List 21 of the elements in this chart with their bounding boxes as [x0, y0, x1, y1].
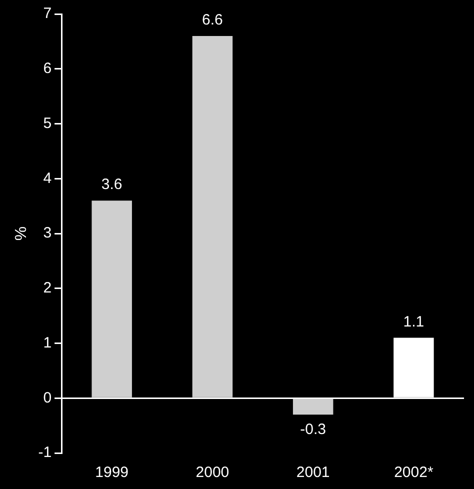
y-tick-label: 5: [43, 114, 52, 132]
bar: [92, 200, 132, 398]
bar: [292, 398, 334, 415]
y-tick-label: 2: [43, 280, 52, 297]
y-tick-label: 4: [43, 170, 52, 187]
y-tick-label: 0: [43, 389, 52, 406]
y-axis-title: %: [13, 226, 30, 241]
x-tick-label: 2001: [296, 464, 330, 482]
data-label: 6.6: [202, 12, 223, 29]
x-tick-label: 2002*: [394, 464, 434, 482]
y-tick-label: 6: [43, 60, 52, 78]
data-label: 1.1: [403, 313, 424, 330]
y-tick-label: 1: [43, 334, 52, 352]
y-tick-label: 7: [43, 5, 52, 22]
y-tick-label: 3: [43, 224, 52, 242]
x-tick-label: 1999: [95, 464, 129, 482]
y-tick-label: -1: [38, 444, 52, 462]
bar: [192, 36, 233, 398]
data-label: -0.3: [300, 421, 326, 438]
data-label: 3.6: [101, 176, 122, 194]
x-tick-label: 2000: [196, 464, 230, 482]
